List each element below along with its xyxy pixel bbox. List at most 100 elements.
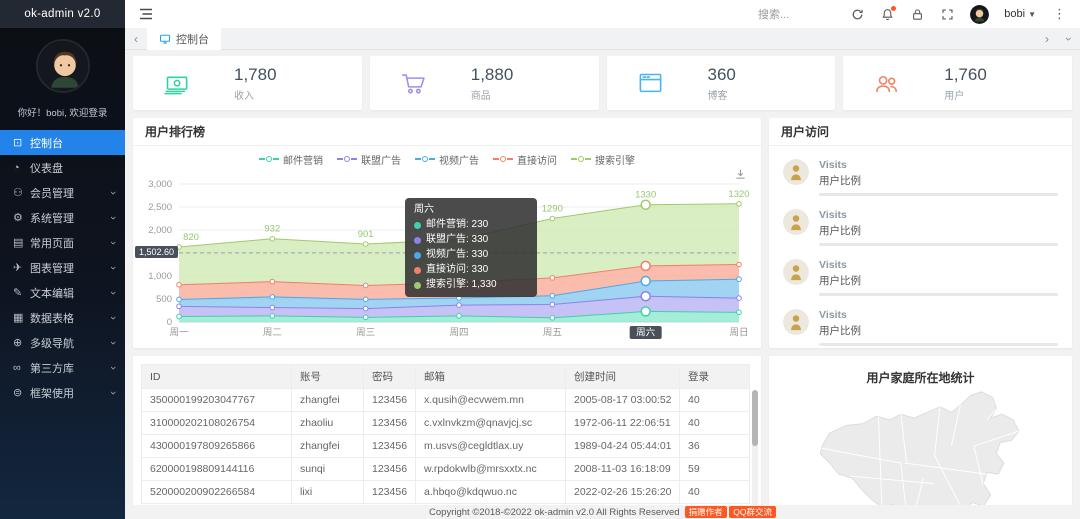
footer-badge[interactable]: 捐赠作者 xyxy=(684,506,727,518)
sidebar-user-panel: 你好！bobi, 欢迎登录 xyxy=(0,28,125,128)
table-row[interactable]: 620000198809144116 sunqi 123456 w.rpdokwlb@… xyxy=(141,457,750,481)
footer-badge[interactable]: QQ群交流 xyxy=(729,506,776,518)
stat-card-商品[interactable]: 1,880 商品 xyxy=(369,56,599,110)
visit-item[interactable]: Visits 用户比例 xyxy=(769,209,1072,246)
legend-label: 联盟广告 xyxy=(361,155,401,167)
sidebar-item[interactable]: ⊕ 多级导航 › xyxy=(0,330,125,355)
dashboard-icon: ◔ xyxy=(13,161,20,174)
table-row[interactable]: 350000199203047767 zhangfei 123456 x.qusih@… xyxy=(141,388,750,412)
cart-icon xyxy=(400,70,427,97)
table-cell: zhangfei xyxy=(291,388,364,412)
tabs-scroll-left-icon[interactable]: ‹ xyxy=(134,31,138,46)
table-cell: 2008-11-03 16:18:09 xyxy=(565,457,680,481)
fullscreen-icon[interactable] xyxy=(940,7,955,22)
sidebar-item-label: 常用页面 xyxy=(30,237,74,250)
stat-card-博客[interactable]: 360 博客 xyxy=(606,56,836,110)
table-column-header[interactable]: 邮箱 xyxy=(415,364,566,389)
svg-text:周三: 周三 xyxy=(356,328,375,339)
download-icon[interactable] xyxy=(734,168,747,186)
legend-item[interactable]: 直接访问 xyxy=(493,152,557,167)
tabs-menu-icon[interactable]: › xyxy=(1062,36,1076,41)
datatable-icon: ▦ xyxy=(13,312,24,324)
avatar xyxy=(783,309,809,335)
stat-card-用户[interactable]: 1,760 用户 xyxy=(843,56,1072,110)
table-cell: 2022-02-26 15:26:20 xyxy=(565,480,680,504)
table-cell: zhaoliu xyxy=(291,411,364,435)
stats-row: 1,780 收入 1,880 商品 360 博客 1,760 用户 xyxy=(133,56,1072,110)
table-cell: zhangfei xyxy=(291,434,364,458)
stacked-area-chart[interactable]: 0 500 1,000 2,000 2,500 3,000 820 932 901 934 1290… xyxy=(133,172,761,348)
stat-text: 1,760 用户 xyxy=(944,65,987,102)
users-table: ID 账号 密码 邮箱 创建时间 登录 350000199203047767 zhangfe… xyxy=(141,364,750,504)
stat-label: 商品 xyxy=(470,90,491,102)
chevron-down-icon: › xyxy=(107,215,120,220)
scrollbar-thumb[interactable] xyxy=(752,390,758,446)
chevron-down-icon: ▼ xyxy=(1028,10,1036,19)
table-column-header[interactable]: 密码 xyxy=(363,364,416,389)
sidebar-item-label: 图表管理 xyxy=(30,262,74,275)
visit-item[interactable]: Visits 用户比例 xyxy=(769,309,1072,346)
sidebar-item[interactable]: ⊡ 控制台 xyxy=(0,130,125,155)
visit-item[interactable]: Visits 用户比例 xyxy=(769,259,1072,296)
sidebar-item[interactable]: ∞ 第三方库 › xyxy=(0,355,125,380)
table-cell: m.usvs@cegldtlax.uy xyxy=(415,434,566,458)
table-cell: 1989-04-24 05:44:01 xyxy=(565,434,680,458)
visit-progress-bar xyxy=(819,343,1058,346)
tab-console[interactable]: 控制台 xyxy=(147,27,221,50)
sidebar-item[interactable]: ✈ 图表管理 › xyxy=(0,255,125,280)
axis-pointer-label: 1,502.60 xyxy=(135,245,179,258)
search-input[interactable]: 搜索... xyxy=(758,9,790,21)
avatar[interactable] xyxy=(35,39,90,93)
sidebar-item[interactable]: ⚙ 系统管理 › xyxy=(0,205,125,230)
tabs-scroll-right-icon[interactable]: › xyxy=(1045,31,1049,46)
notification-bell-icon[interactable] xyxy=(880,5,897,22)
table-column-header[interactable]: 登录 xyxy=(679,364,750,389)
table-column-header[interactable]: 创建时间 xyxy=(565,364,680,389)
more-menu-icon[interactable]: ⋮ xyxy=(1053,6,1066,21)
brand-logo: ok-admin v2.0 xyxy=(0,0,125,28)
sidebar-item[interactable]: ⊜ 框架使用 › xyxy=(0,380,125,405)
svg-text:3,000: 3,000 xyxy=(148,179,172,190)
legend-item[interactable]: 搜索引擎 xyxy=(571,152,635,167)
table-cell: 2005-08-17 03:00:52 xyxy=(565,388,680,412)
user-menu[interactable]: bobi ▼ xyxy=(1004,8,1036,20)
legend-label: 邮件营销 xyxy=(283,155,323,167)
table-row[interactable]: 430000197809265866 zhangfei 123456 m.usvs@c… xyxy=(141,434,750,458)
table-column-header[interactable]: ID xyxy=(141,364,292,389)
refresh-icon[interactable] xyxy=(850,7,865,22)
visit-item[interactable]: Visits 用户比例 xyxy=(769,159,1072,196)
member-icon: ⚇ xyxy=(13,187,23,199)
legend-item[interactable]: 联盟广告 xyxy=(337,152,401,167)
menu-toggle-icon[interactable] xyxy=(139,8,153,20)
top-navbar: 搜索... bobi ▼ xyxy=(125,0,1080,28)
table-cell: 123456 xyxy=(363,388,416,412)
table-column-header[interactable]: 账号 xyxy=(291,364,364,389)
avatar xyxy=(783,259,809,285)
stat-label: 博客 xyxy=(707,90,728,102)
svg-text:周日: 周日 xyxy=(729,328,748,339)
legend-item[interactable]: 视频广告 xyxy=(415,152,479,167)
sidebar-item[interactable]: ⚇ 会员管理 › xyxy=(0,180,125,205)
editor-icon: ✎ xyxy=(13,287,23,299)
visit-title: Visits xyxy=(819,309,847,321)
footer: Copyright ©2018-©2022 ok-admin v2.0 All … xyxy=(125,505,1080,519)
table-cell: 430000197809265866 xyxy=(141,434,292,458)
table-cell: 1972-06-11 22:06:51 xyxy=(565,411,680,435)
table-row[interactable]: 310000202108026754 zhaoliu 123456 c.vxlnvkz… xyxy=(141,411,750,435)
svg-text:932: 932 xyxy=(264,224,280,235)
china-map[interactable] xyxy=(769,388,1072,505)
legend-item[interactable]: 邮件营销 xyxy=(259,152,323,167)
sidebar-item[interactable]: ◔ 仪表盘 xyxy=(0,155,125,180)
table-scrollbar[interactable] xyxy=(752,390,758,505)
table-row[interactable]: 520000200902266584 lixi 123456 a.hbqo@kdqwu… xyxy=(141,480,750,504)
sidebar-item[interactable]: ▦ 数据表格 › xyxy=(0,305,125,330)
visit-progress-bar xyxy=(819,243,1058,246)
money-icon xyxy=(163,70,190,97)
avatar[interactable] xyxy=(970,4,990,24)
sidebar-item[interactable]: ✎ 文本编辑 › xyxy=(0,280,125,305)
stat-card-收入[interactable]: 1,780 收入 xyxy=(133,56,362,110)
chevron-down-icon: › xyxy=(107,240,120,245)
sidebar-item-label: 文本编辑 xyxy=(30,287,74,300)
lock-icon[interactable] xyxy=(910,7,925,22)
sidebar-item[interactable]: ▤ 常用页面 › xyxy=(0,230,125,255)
